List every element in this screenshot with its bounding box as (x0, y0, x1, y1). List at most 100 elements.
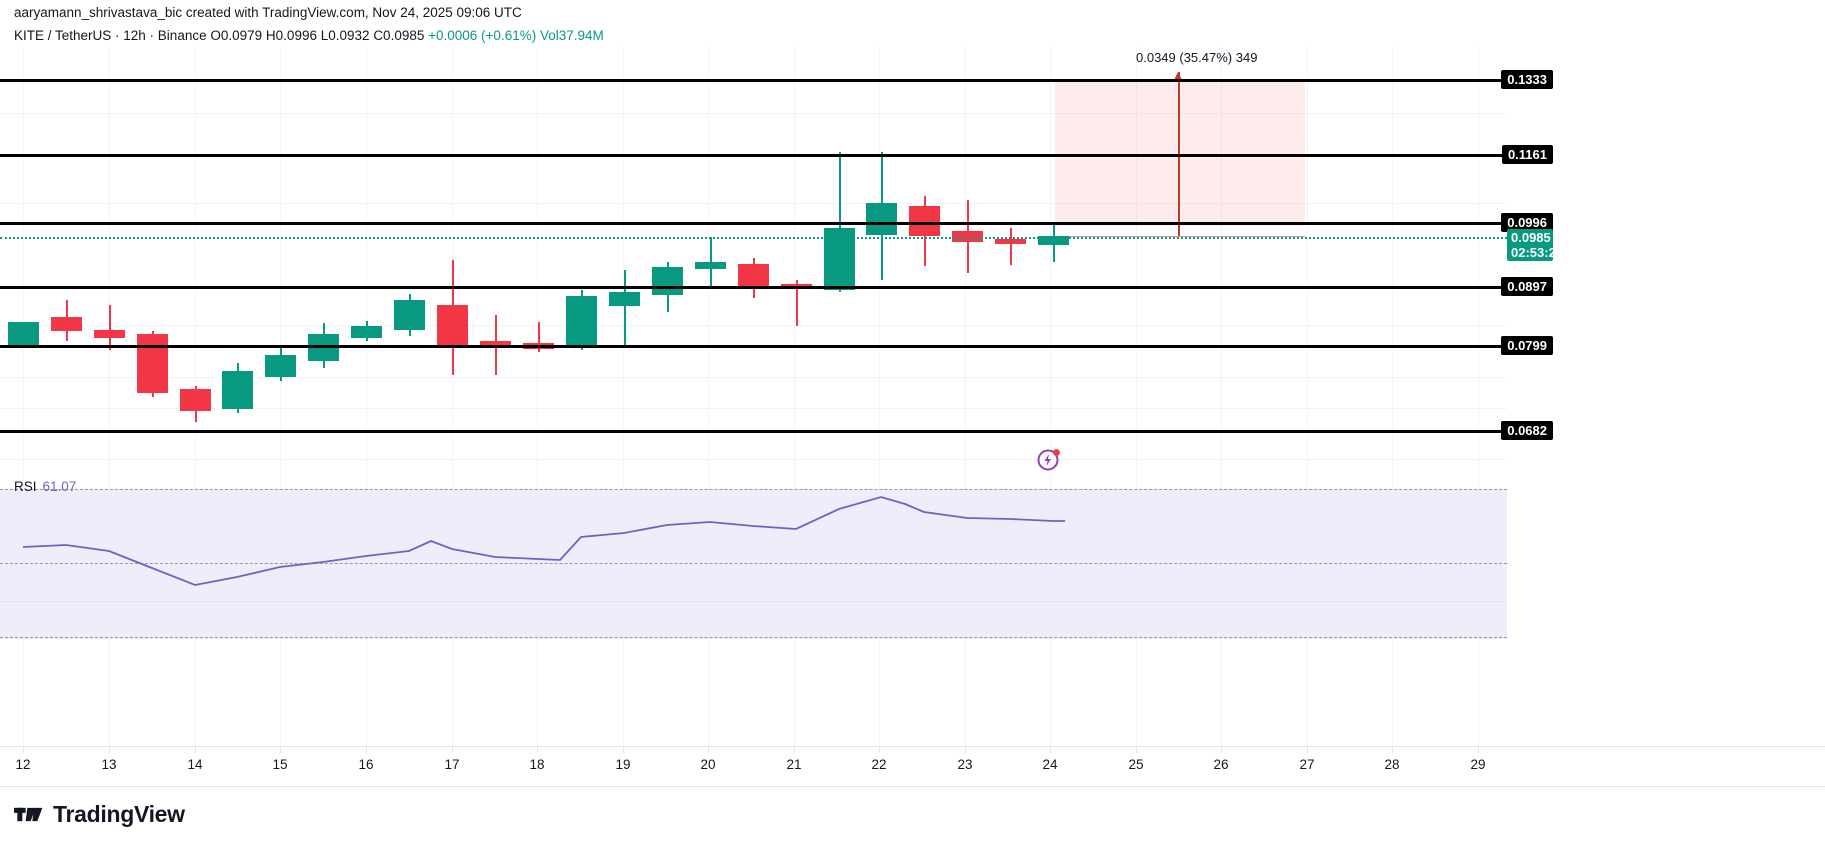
time-axis-label: 15 (272, 757, 288, 772)
symbol-label[interactable]: KITE / TetherUS · 12h · Binance (14, 28, 207, 43)
time-axis-tick (23, 747, 24, 753)
projection-measure-label: 0.0349 (35.47%) 349 (1136, 50, 1258, 65)
time-axis-label: 23 (957, 757, 973, 772)
time-axis-tick (1050, 747, 1051, 753)
lightning-badge-icon[interactable] (1036, 446, 1062, 472)
time-axis-label: 28 (1384, 757, 1400, 772)
candle-body[interactable] (866, 203, 897, 235)
gridline-vertical (195, 46, 196, 474)
price-level-line[interactable] (0, 345, 1507, 348)
candle-body[interactable] (738, 264, 769, 286)
tradingview-mark-icon (14, 807, 43, 822)
rsi-legend: RSI 61.07 (14, 479, 76, 494)
price-axis[interactable]: USDT 0.13330.11610.09960.08970.07990.068… (1501, 0, 1825, 795)
price-level-line[interactable] (0, 154, 1507, 157)
time-axis-label: 18 (529, 757, 545, 772)
rsi-pane[interactable] (0, 474, 1507, 746)
gridline-vertical (879, 46, 880, 474)
candle-body[interactable] (180, 389, 211, 411)
gridline-vertical (537, 46, 538, 474)
candle-body[interactable] (1038, 236, 1069, 245)
gridline-horizontal (0, 325, 1507, 326)
tradingview-logo[interactable]: TradingView (14, 801, 185, 828)
price-pane[interactable]: 0.0349 (35.47%) 349 (0, 46, 1507, 474)
price-level-line[interactable] (0, 430, 1507, 433)
gridline-vertical (1050, 46, 1051, 474)
current-price-value: 0.0985 (1511, 230, 1551, 245)
gridline-vertical (965, 46, 966, 474)
time-axis-label: 19 (615, 757, 631, 772)
time-axis-label: 16 (358, 757, 374, 772)
time-axis-label: 20 (700, 757, 716, 772)
candle-body[interactable] (652, 267, 683, 295)
candle-body[interactable] (609, 292, 640, 306)
rsi-legend-name: RSI (14, 479, 37, 494)
current-price-tag[interactable]: 0.0985 02:53:28 (1507, 229, 1564, 261)
price-level-tag[interactable]: 0.0799 (1501, 336, 1553, 355)
price-level-line[interactable] (0, 79, 1507, 82)
rsi-threshold-line (0, 563, 1507, 564)
candle-body[interactable] (394, 300, 425, 330)
candle-body[interactable] (94, 330, 125, 338)
rsi-threshold-line (0, 637, 1507, 638)
candle-body[interactable] (909, 206, 940, 236)
time-axis-label: 24 (1042, 757, 1058, 772)
time-axis-tick (195, 747, 196, 753)
gridline-vertical (280, 46, 281, 474)
price-level-tag[interactable]: 0.1333 (1501, 70, 1553, 89)
price-level-tag[interactable]: 0.0682 (1501, 421, 1553, 440)
rsi-band (0, 489, 1507, 639)
gridline-vertical (708, 46, 709, 474)
projection-zone (1055, 80, 1305, 226)
price-level-line[interactable] (0, 222, 1507, 225)
open-value: O0.0979 (210, 28, 263, 43)
rsi-line-series (22, 496, 1065, 586)
price-level-tag[interactable]: 0.0897 (1501, 277, 1553, 296)
time-axis-tick (452, 747, 453, 753)
gridline-vertical (1307, 46, 1308, 474)
time-axis-label: 12 (15, 757, 31, 772)
time-axis-tick (366, 747, 367, 753)
candle-body[interactable] (437, 305, 468, 345)
time-axis-label: 26 (1213, 757, 1229, 772)
chart-legend: KITE / TetherUS · 12h · Binance O0.0979 … (14, 28, 604, 43)
time-axis-label: 29 (1470, 757, 1486, 772)
time-axis-tick (109, 747, 110, 753)
time-axis-label: 17 (444, 757, 460, 772)
candle-body[interactable] (265, 355, 296, 377)
gridline-vertical (1221, 46, 1222, 474)
volume-value: Vol37.94M (539, 28, 604, 43)
gridline-vertical (109, 46, 110, 474)
bar-countdown: 02:53:28 (1511, 245, 1564, 260)
tradingview-wordmark: TradingView (53, 801, 185, 827)
attribution-text: aaryamann_shrivastava_bic created with T… (14, 5, 522, 20)
time-axis-tick (1221, 747, 1222, 753)
gridline-vertical (1136, 46, 1137, 474)
candle-body[interactable] (952, 231, 983, 242)
time-axis-tick (623, 747, 624, 753)
candle-body[interactable] (695, 262, 726, 269)
rsi-legend-value: 61.07 (42, 479, 77, 494)
gridline-horizontal (0, 408, 1507, 409)
candle-body[interactable] (51, 317, 82, 331)
candle-body[interactable] (8, 322, 39, 345)
time-axis-tick (965, 747, 966, 753)
price-level-line[interactable] (0, 286, 1507, 289)
gridline-horizontal (0, 459, 1507, 460)
time-axis-label: 22 (871, 757, 887, 772)
candle-body[interactable] (137, 334, 168, 393)
candle-body[interactable] (995, 239, 1026, 244)
candle-body[interactable] (480, 341, 511, 346)
time-axis-label: 25 (1128, 757, 1144, 772)
gridline-vertical (623, 46, 624, 474)
price-level-tag[interactable]: 0.0996 (1501, 213, 1553, 232)
time-axis[interactable]: 12 13 14 15 16 17 18 19 20 21 22 23 24 25 26 27 28 29 (0, 746, 1825, 786)
gridline-vertical (23, 46, 24, 474)
gridline-horizontal (0, 113, 1507, 114)
price-level-tag[interactable]: 0.1161 (1501, 145, 1553, 164)
candle-body[interactable] (222, 371, 253, 409)
candle-body[interactable] (351, 326, 382, 338)
candle-body[interactable] (566, 296, 597, 346)
rsi-gridline (0, 601, 1507, 602)
